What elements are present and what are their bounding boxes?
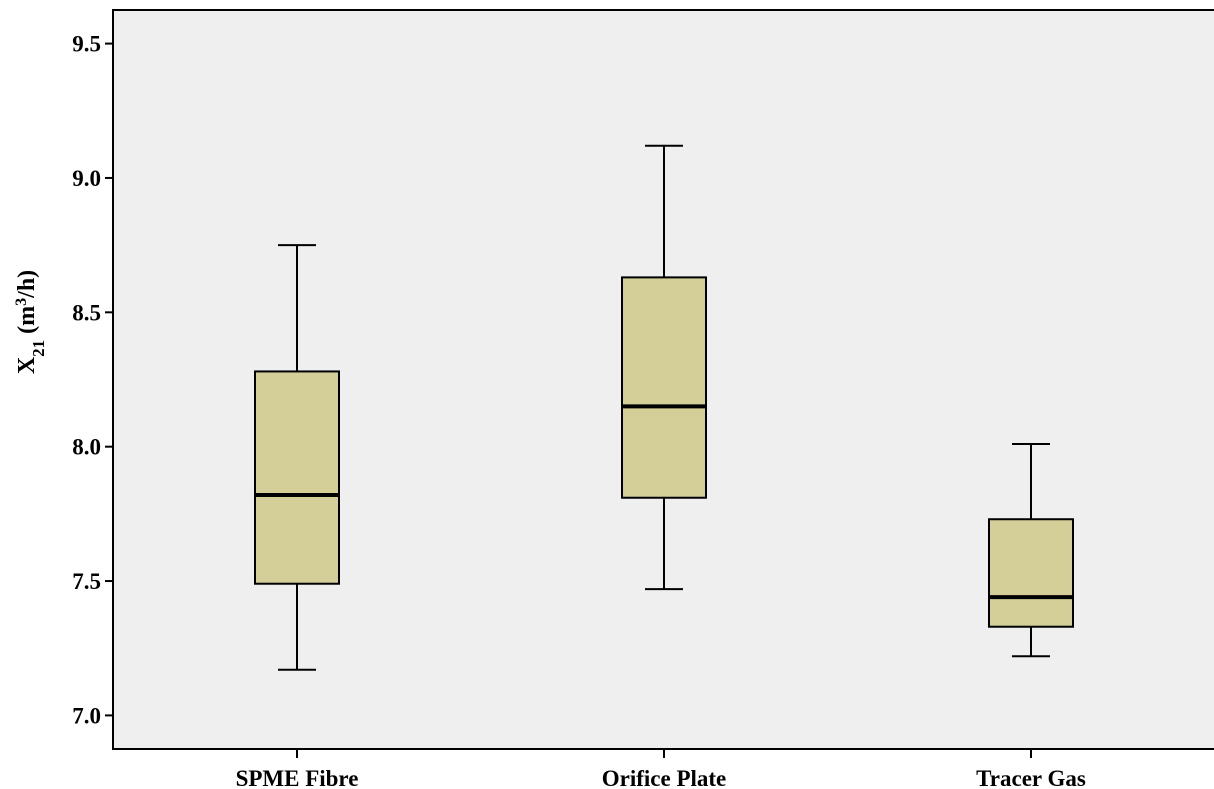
- y-tick-label: 8.0: [72, 435, 101, 460]
- x-axis: SPME Fibre Orifice Plate Tracer Gas: [236, 749, 1086, 789]
- y-axis-title-base: X: [14, 356, 40, 374]
- y-axis-title: X21 (m3/h): [13, 270, 48, 374]
- y-axis-title-unit-open: (m: [14, 306, 40, 340]
- iqr-box: [254, 370, 340, 585]
- box-group: [988, 442, 1074, 658]
- iqr-box: [621, 276, 707, 499]
- boxes-layer: [254, 144, 1074, 671]
- x-tick-label: Orifice Plate: [602, 766, 727, 789]
- y-tick-label: 7.5: [72, 569, 101, 594]
- y-axis-title-unit-sup: 3: [13, 298, 30, 306]
- y-tick-label: 9.0: [72, 166, 101, 191]
- iqr-box: [988, 518, 1074, 628]
- box-group: [621, 144, 707, 591]
- y-axis-title-unit-close: /h): [14, 270, 40, 299]
- box-group: [254, 244, 340, 671]
- y-tick-label: 9.5: [72, 32, 101, 57]
- y-axis: 7.0 7.5 8.0 8.5 9.0 9.5: [72, 32, 113, 728]
- x-tick-label: Tracer Gas: [976, 766, 1086, 789]
- x-tick-label: SPME Fibre: [236, 766, 359, 789]
- y-axis-title-subscript: 21: [29, 340, 48, 357]
- y-tick-label: 7.0: [72, 703, 101, 728]
- y-tick-label: 8.5: [72, 300, 101, 325]
